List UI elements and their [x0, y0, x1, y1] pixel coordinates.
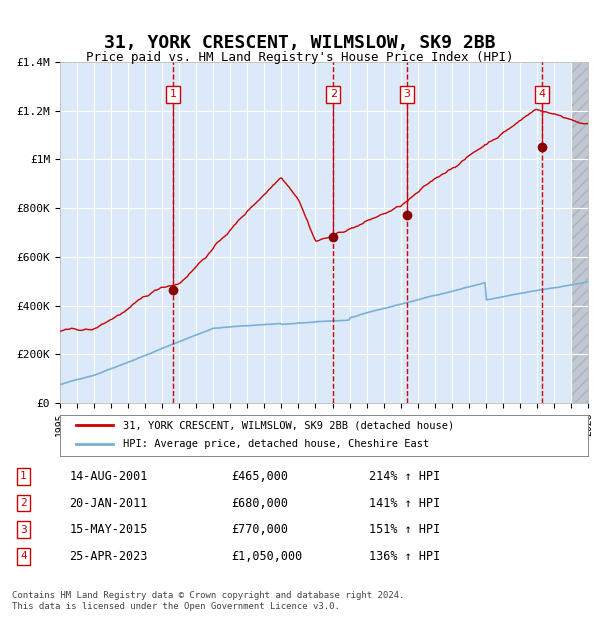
Text: 31, YORK CRESCENT, WILMSLOW, SK9 2BB: 31, YORK CRESCENT, WILMSLOW, SK9 2BB: [104, 34, 496, 52]
Text: Price paid vs. HM Land Registry's House Price Index (HPI): Price paid vs. HM Land Registry's House …: [86, 51, 514, 64]
Text: 2: 2: [20, 498, 27, 508]
Text: 1: 1: [169, 89, 176, 99]
Text: 14-AUG-2001: 14-AUG-2001: [70, 470, 148, 483]
Text: 136% ↑ HPI: 136% ↑ HPI: [369, 550, 440, 563]
Text: 3: 3: [20, 525, 27, 534]
Text: 1: 1: [20, 471, 27, 481]
Text: Contains HM Land Registry data © Crown copyright and database right 2024.
This d: Contains HM Land Registry data © Crown c…: [12, 591, 404, 611]
Text: 3: 3: [404, 89, 410, 99]
Text: 2: 2: [329, 89, 337, 99]
Text: HPI: Average price, detached house, Cheshire East: HPI: Average price, detached house, Ches…: [124, 440, 430, 450]
Text: 141% ↑ HPI: 141% ↑ HPI: [369, 497, 440, 510]
Text: £465,000: £465,000: [231, 470, 288, 483]
Text: 20-JAN-2011: 20-JAN-2011: [70, 497, 148, 510]
Text: 15-MAY-2015: 15-MAY-2015: [70, 523, 148, 536]
Text: 214% ↑ HPI: 214% ↑ HPI: [369, 470, 440, 483]
Text: 4: 4: [20, 551, 27, 561]
Text: £1,050,000: £1,050,000: [231, 550, 302, 563]
Text: 25-APR-2023: 25-APR-2023: [70, 550, 148, 563]
Text: 4: 4: [538, 89, 545, 99]
Text: £680,000: £680,000: [231, 497, 288, 510]
Text: 151% ↑ HPI: 151% ↑ HPI: [369, 523, 440, 536]
Text: £770,000: £770,000: [231, 523, 288, 536]
Bar: [571, 62, 588, 403]
Text: 31, YORK CRESCENT, WILMSLOW, SK9 2BB (detached house): 31, YORK CRESCENT, WILMSLOW, SK9 2BB (de…: [124, 420, 455, 430]
